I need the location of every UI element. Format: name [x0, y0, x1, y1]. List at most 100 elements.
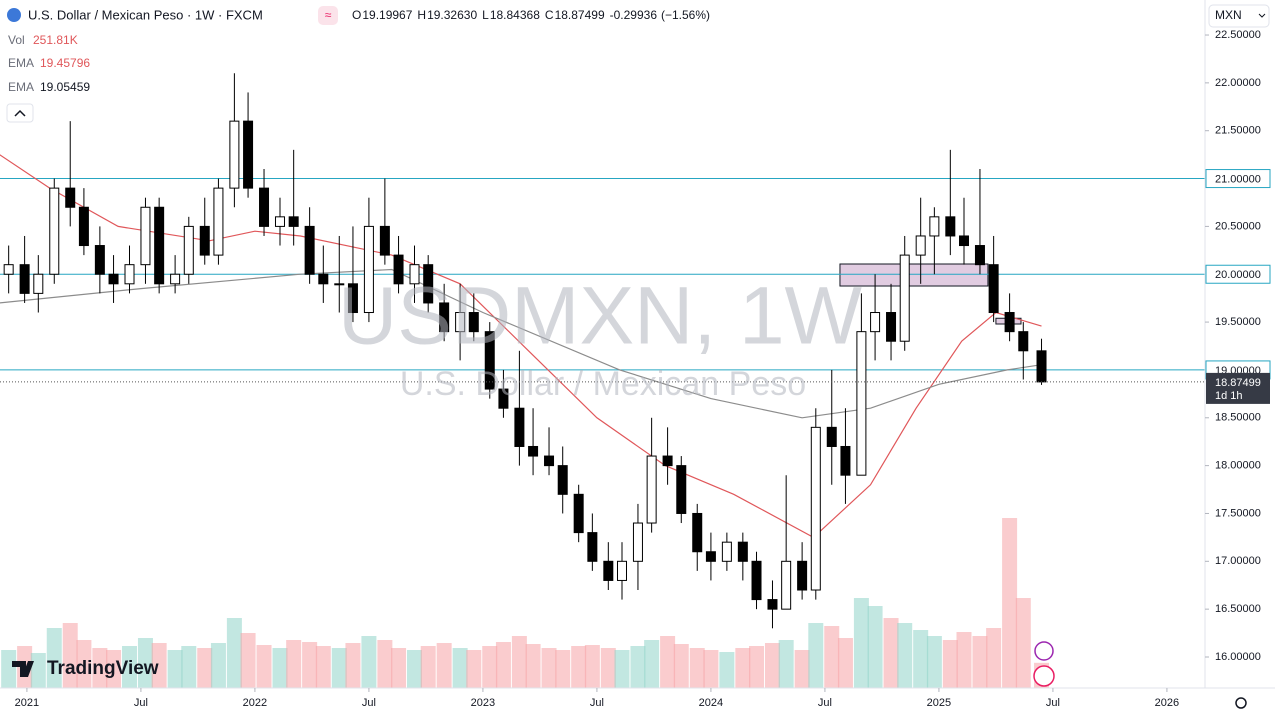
candle-body: [183, 225, 194, 275]
events-icon[interactable]: [1034, 641, 1054, 661]
volume-bar: [972, 636, 988, 688]
volume-bar: [272, 648, 288, 688]
x-tick-label: Jul: [818, 697, 832, 709]
candle-body: [498, 388, 509, 409]
volume-bar: [240, 633, 256, 688]
candle-body: [1004, 312, 1015, 333]
candle-body: [108, 273, 119, 285]
ohlc-value: 19.32630: [427, 8, 477, 22]
volume-bar: [137, 638, 153, 688]
candle-body: [229, 120, 240, 189]
x-tick-label: 2024: [699, 697, 723, 709]
x-tick-label: 2026: [1155, 697, 1179, 709]
candle-body: [393, 254, 404, 285]
candle-body: [646, 455, 657, 524]
candle-body: [409, 264, 420, 285]
candle-body: [826, 426, 837, 447]
ema-value: 19.05459: [40, 80, 90, 94]
volume-bar: [735, 648, 751, 688]
candle-body: [899, 254, 910, 342]
volume-bar: [644, 640, 660, 688]
logo: TradingView: [12, 658, 159, 679]
ema-line: [0, 154, 1042, 539]
volume-bar: [466, 650, 482, 688]
volume-bar: [482, 646, 498, 688]
symbol-title: U.S. Dollar / Mexican Peso · 1W · FXCM: [28, 7, 263, 22]
volume-bar: [867, 606, 883, 688]
volume-bar: [926, 636, 942, 688]
volume-bar: [76, 640, 92, 688]
candle-body: [318, 273, 329, 285]
change: -0.29936: [610, 8, 658, 22]
flag-icon[interactable]: [1033, 665, 1055, 687]
candle-body: [870, 312, 881, 333]
market-status[interactable]: [318, 6, 338, 25]
candle-body: [632, 522, 643, 562]
candle-body: [945, 216, 956, 237]
volume-bar: [913, 630, 929, 688]
candle-body: [915, 235, 926, 256]
candle-body: [528, 445, 539, 457]
candle-body: [199, 225, 210, 256]
volume-bar: [181, 646, 197, 688]
price-label: 20.00000: [1215, 269, 1261, 281]
volume-bar: [391, 648, 407, 688]
candle-body: [94, 245, 105, 275]
volume-bar: [452, 648, 468, 688]
volume-bar: [584, 645, 600, 688]
y-tick-label: 20.50000: [1215, 220, 1261, 232]
candle-body: [856, 331, 867, 476]
x-tick-label: 2025: [927, 697, 951, 709]
ohlc-label: H: [417, 8, 426, 22]
candle-body: [751, 560, 762, 601]
x-tick-label: Jul: [134, 697, 148, 709]
y-tick-label: 19.50000: [1215, 316, 1261, 328]
y-tick-label: 22.50000: [1215, 29, 1261, 41]
ohlc-label: C: [545, 8, 554, 22]
ohlc-label: O: [352, 8, 361, 22]
volume-bar: [600, 648, 616, 688]
volume-bar: [525, 644, 541, 688]
candle-body: [781, 560, 792, 610]
candle-body: [65, 187, 76, 208]
volume-bar: [286, 640, 302, 688]
volume-bar: [30, 653, 46, 688]
volume-bar: [614, 650, 630, 688]
collapse-legend[interactable]: [6, 103, 34, 123]
volume-bar: [511, 636, 527, 688]
volume-bar: [749, 646, 765, 688]
y-tick-label: 21.50000: [1215, 125, 1261, 137]
ohlc-value: 18.87499: [555, 8, 605, 22]
candle-body: [603, 560, 614, 581]
volume-value: 251.81K: [33, 33, 78, 47]
volume-bar: [630, 646, 646, 688]
currency-button[interactable]: [1208, 4, 1270, 28]
candle-body: [1018, 331, 1029, 352]
settings-icon[interactable]: [1235, 697, 1247, 709]
candle-body: [810, 426, 821, 591]
watermark-subtitle: U.S. Dollar / Mexican Peso: [400, 365, 806, 403]
volume-bar: [302, 642, 318, 688]
candle-body: [274, 216, 285, 227]
candle-body: [974, 245, 985, 266]
price-label: 21.00000: [1215, 173, 1261, 185]
volume-bar: [167, 650, 183, 688]
ema-value: 19.45796: [40, 56, 90, 70]
volume-bar: [436, 643, 452, 688]
candle-body: [468, 312, 479, 333]
ema-label: EMA: [8, 80, 34, 94]
candle-body: [379, 225, 390, 256]
countdown: 1d 1h: [1215, 390, 1243, 402]
volume-bar: [345, 643, 361, 688]
volume-bar: [555, 650, 571, 688]
candle-body: [484, 331, 495, 390]
volume-bar: [673, 644, 689, 688]
last-price-label: 18.87499: [1215, 377, 1261, 389]
candle-body: [259, 187, 270, 227]
candle-body: [692, 512, 703, 553]
candle-body: [705, 551, 716, 562]
collapse-icon: [14, 109, 26, 117]
